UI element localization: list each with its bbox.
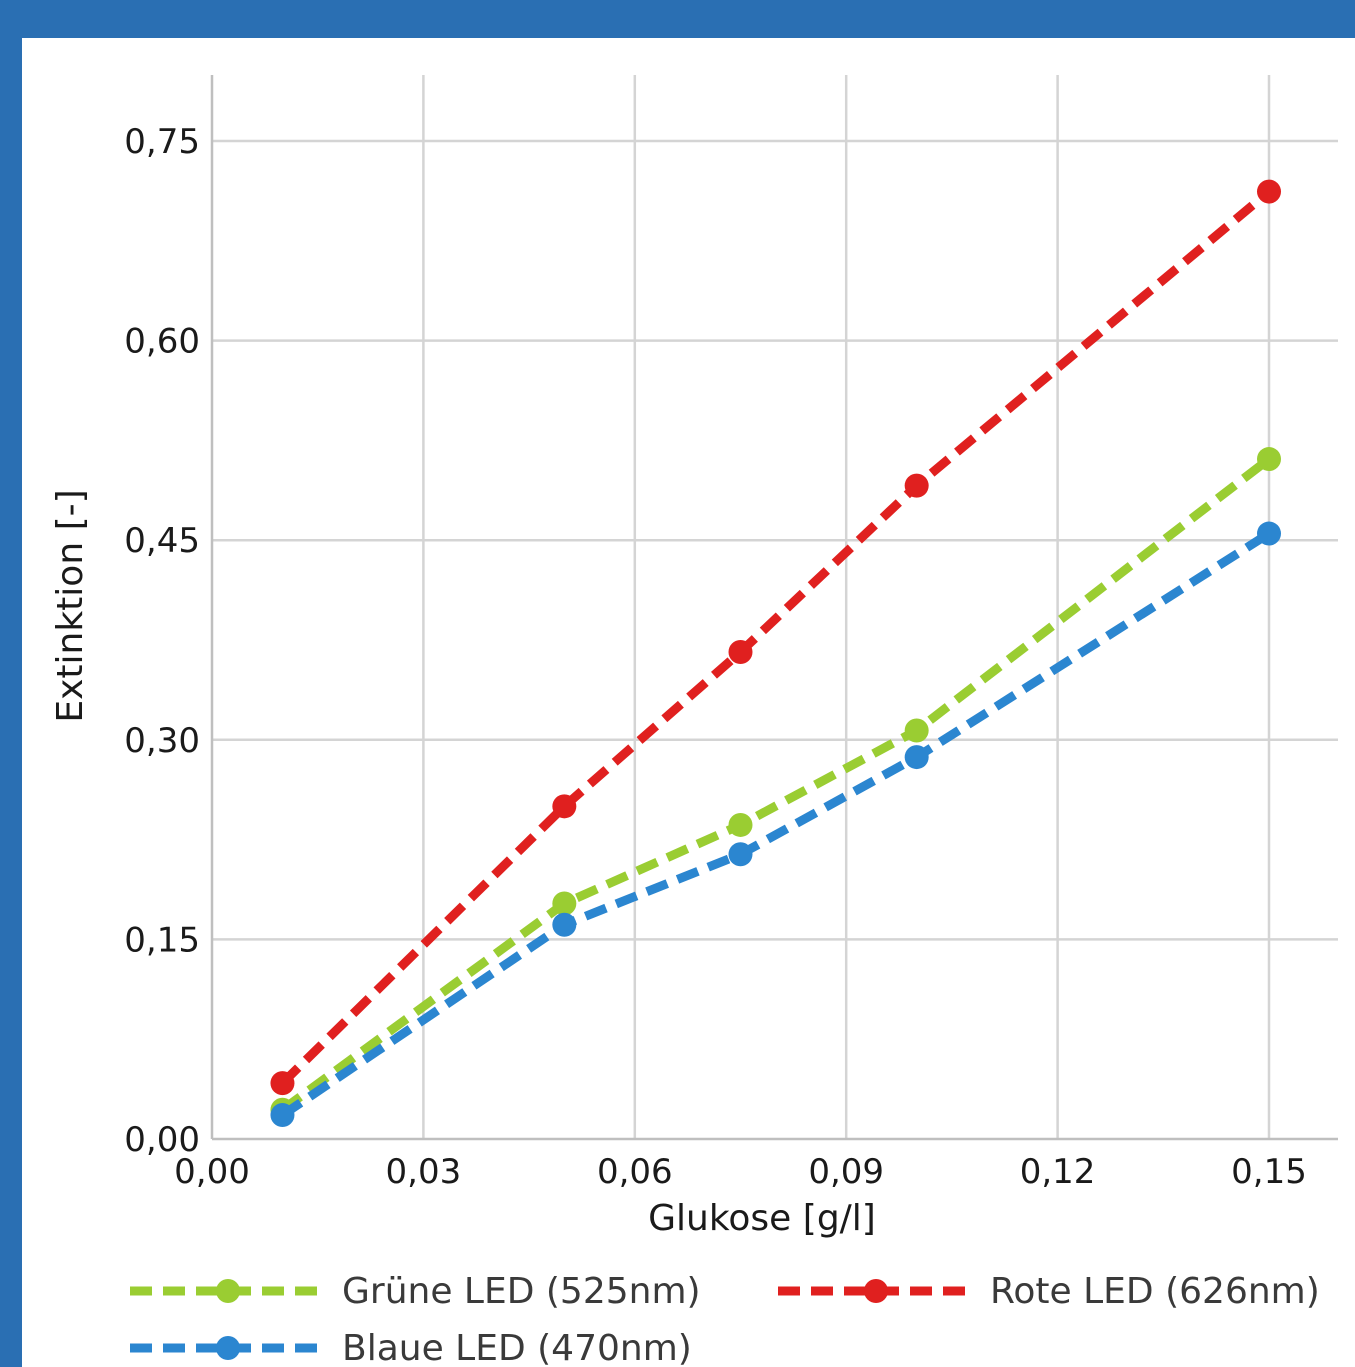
series-group — [270, 179, 1281, 1128]
y-tick-label: 0,15 — [124, 920, 200, 960]
y-tick-label: 0,45 — [124, 521, 200, 561]
data-point — [1257, 447, 1281, 472]
x-tick-label: 0,12 — [1020, 1152, 1096, 1192]
y-tick-label: 0,30 — [124, 721, 200, 761]
data-point — [552, 912, 577, 937]
data-point — [904, 745, 929, 770]
x-tick-label: 0,03 — [386, 1152, 462, 1192]
grid — [212, 75, 1338, 1139]
series-2 — [270, 179, 1281, 1096]
legend-swatch-marker — [864, 1279, 888, 1303]
data-point — [904, 473, 929, 498]
data-point — [904, 718, 929, 743]
y-tick-label: 0,60 — [124, 322, 200, 362]
y-tick-labels: 0,00 0,15 0,30 0,45 0,60 0,75 — [124, 122, 200, 1160]
x-tick-label: 0,00 — [174, 1152, 250, 1192]
axes — [210, 75, 1338, 1141]
legend-item: Rote LED (626nm) — [778, 1271, 1320, 1312]
legend: Grüne LED (525nm) Rote LED (626nm) Blaue L… — [130, 1271, 1320, 1367]
y-axis-label: Extinktion [-] — [50, 489, 91, 722]
series-3 — [270, 521, 1281, 1128]
legend-item: Grüne LED (525nm) — [130, 1271, 701, 1312]
y-tick-label: 0,75 — [124, 122, 200, 162]
legend-label: Grüne LED (525nm) — [342, 1271, 701, 1312]
legend-label: Rote LED (626nm) — [990, 1271, 1320, 1312]
x-tick-label: 0,09 — [808, 1152, 884, 1192]
data-point — [1257, 521, 1281, 546]
data-point — [270, 1071, 295, 1096]
x-tick-label: 0,15 — [1231, 1152, 1307, 1192]
data-point — [270, 1103, 295, 1128]
data-point — [728, 842, 753, 867]
data-point — [728, 639, 753, 664]
legend-swatch-marker — [216, 1279, 240, 1303]
chart-panel — [22, 38, 1355, 1367]
data-point — [552, 891, 577, 916]
x-axis-label: Glukose [g/l] — [648, 1198, 876, 1239]
data-point — [1257, 179, 1281, 204]
legend-item: Blaue LED (470nm) — [130, 1328, 692, 1367]
legend-swatch-marker — [216, 1336, 240, 1360]
x-tick-labels: 0,00 0,03 0,06 0,09 0,12 0,15 — [174, 1152, 1307, 1192]
legend-label: Blaue LED (470nm) — [342, 1328, 692, 1367]
data-point — [728, 812, 753, 837]
data-point — [552, 794, 577, 819]
x-tick-label: 0,06 — [597, 1152, 673, 1192]
series-line — [279, 188, 1272, 1087]
y-tick-label: 0,00 — [124, 1120, 200, 1160]
